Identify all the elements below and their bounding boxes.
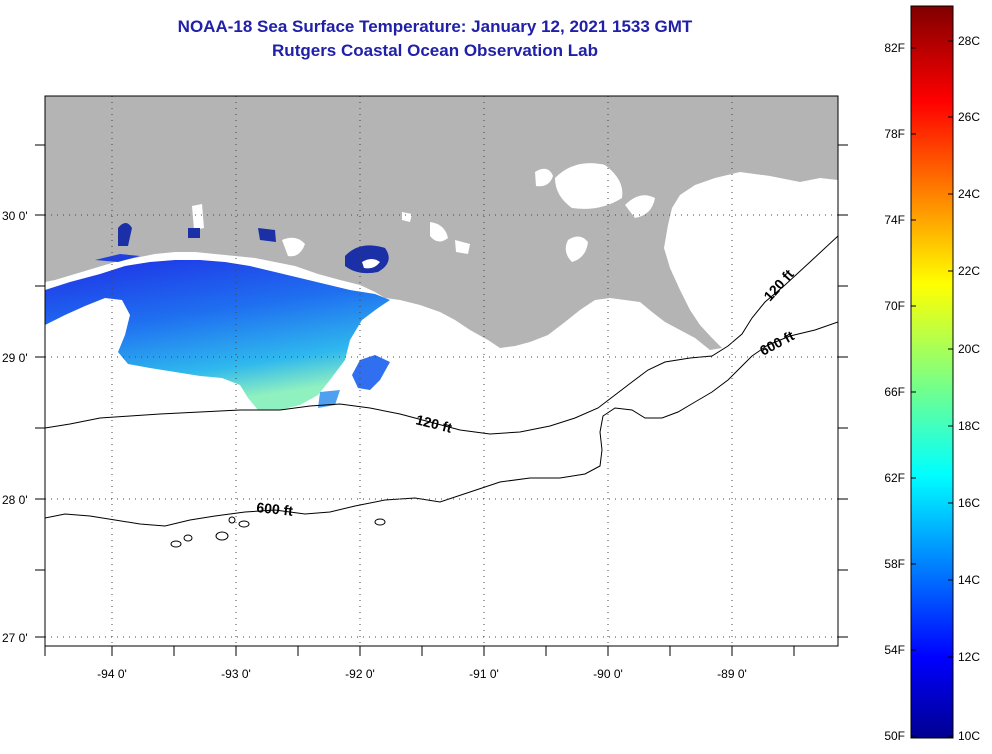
colorbar-f-label: 74F — [884, 213, 905, 227]
contour-label-600ft: 600 ft — [256, 499, 294, 519]
lon-label: -90 0' — [593, 667, 623, 681]
colorbar-f-label: 82F — [884, 41, 905, 55]
colorbar-f-label: 70F — [884, 299, 905, 313]
colorbar-f-label: 62F — [884, 471, 905, 485]
colorbar-c-label: 24C — [958, 187, 980, 201]
colorbar-c-label: 10C — [958, 729, 980, 743]
lake — [625, 195, 655, 218]
map-grid — [45, 96, 838, 646]
colorbar-c-label: 12C — [958, 650, 980, 664]
colorbar-c-label: 18C — [958, 419, 980, 433]
sst-bay — [118, 223, 132, 246]
map-subtitle: Rutgers Coastal Ocean Observation Lab — [272, 41, 598, 60]
lat-label: 27 0' — [2, 631, 28, 645]
sst-data — [95, 254, 140, 262]
delta-marsh — [676, 205, 755, 336]
colorbar-f-label: 78F — [884, 127, 905, 141]
colorbar-f-label: 66F — [884, 385, 905, 399]
land-mass — [45, 96, 838, 350]
lake — [282, 237, 305, 257]
colorbar-f-label: 50F — [884, 729, 905, 743]
map-ticks — [35, 144, 848, 656]
colorbar-c-label: 20C — [958, 342, 980, 356]
lon-label: -94 0' — [97, 667, 127, 681]
lake — [555, 163, 623, 209]
lake — [535, 168, 553, 187]
contour-islands — [170, 516, 386, 548]
colorbar-c-label: 22C — [958, 264, 980, 278]
sst-data — [352, 355, 390, 390]
sst-bay — [345, 245, 389, 274]
sst-bay — [258, 228, 276, 242]
contour-120ft — [45, 235, 838, 435]
sst-bay — [188, 228, 200, 238]
lake — [565, 236, 588, 262]
lon-label: -93 0' — [221, 667, 251, 681]
lon-label: -91 0' — [469, 667, 499, 681]
lake — [430, 222, 448, 242]
colorbar-labels: 82F 78F 74F 70F 66F 62F 58F 54F 50F 28C 26C 24C 22C 2… — [884, 34, 980, 743]
bay-island — [362, 259, 380, 269]
colorbar — [910, 5, 954, 739]
lake — [402, 212, 412, 222]
lat-label: 30 0' — [2, 209, 28, 223]
lat-label: 28 0' — [2, 493, 28, 507]
map-frame — [44, 95, 839, 647]
colorbar-f-label: 58F — [884, 557, 905, 571]
lake — [455, 240, 470, 254]
colorbar-c-label: 14C — [958, 573, 980, 587]
sst-data — [318, 390, 340, 408]
lon-label: -89 0' — [717, 667, 747, 681]
lake — [192, 204, 204, 230]
sst-data — [45, 260, 390, 410]
lat-axis-labels: 30 0' 29 0' 28 0' 27 0' — [2, 209, 28, 645]
lat-label: 29 0' — [2, 351, 28, 365]
map-title: NOAA-18 Sea Surface Temperature: January… — [177, 17, 693, 36]
lake — [690, 178, 794, 215]
colorbar-c-label: 26C — [958, 110, 980, 124]
colorbar-c-label: 28C — [958, 34, 980, 48]
lon-axis-labels: -94 0' -93 0' -92 0' -91 0' -90 0' -89 0… — [97, 667, 747, 681]
colorbar-f-label: 54F — [884, 643, 905, 657]
contour-600ft — [45, 321, 838, 527]
lon-label: -92 0' — [345, 667, 375, 681]
colorbar-c-label: 16C — [958, 496, 980, 510]
